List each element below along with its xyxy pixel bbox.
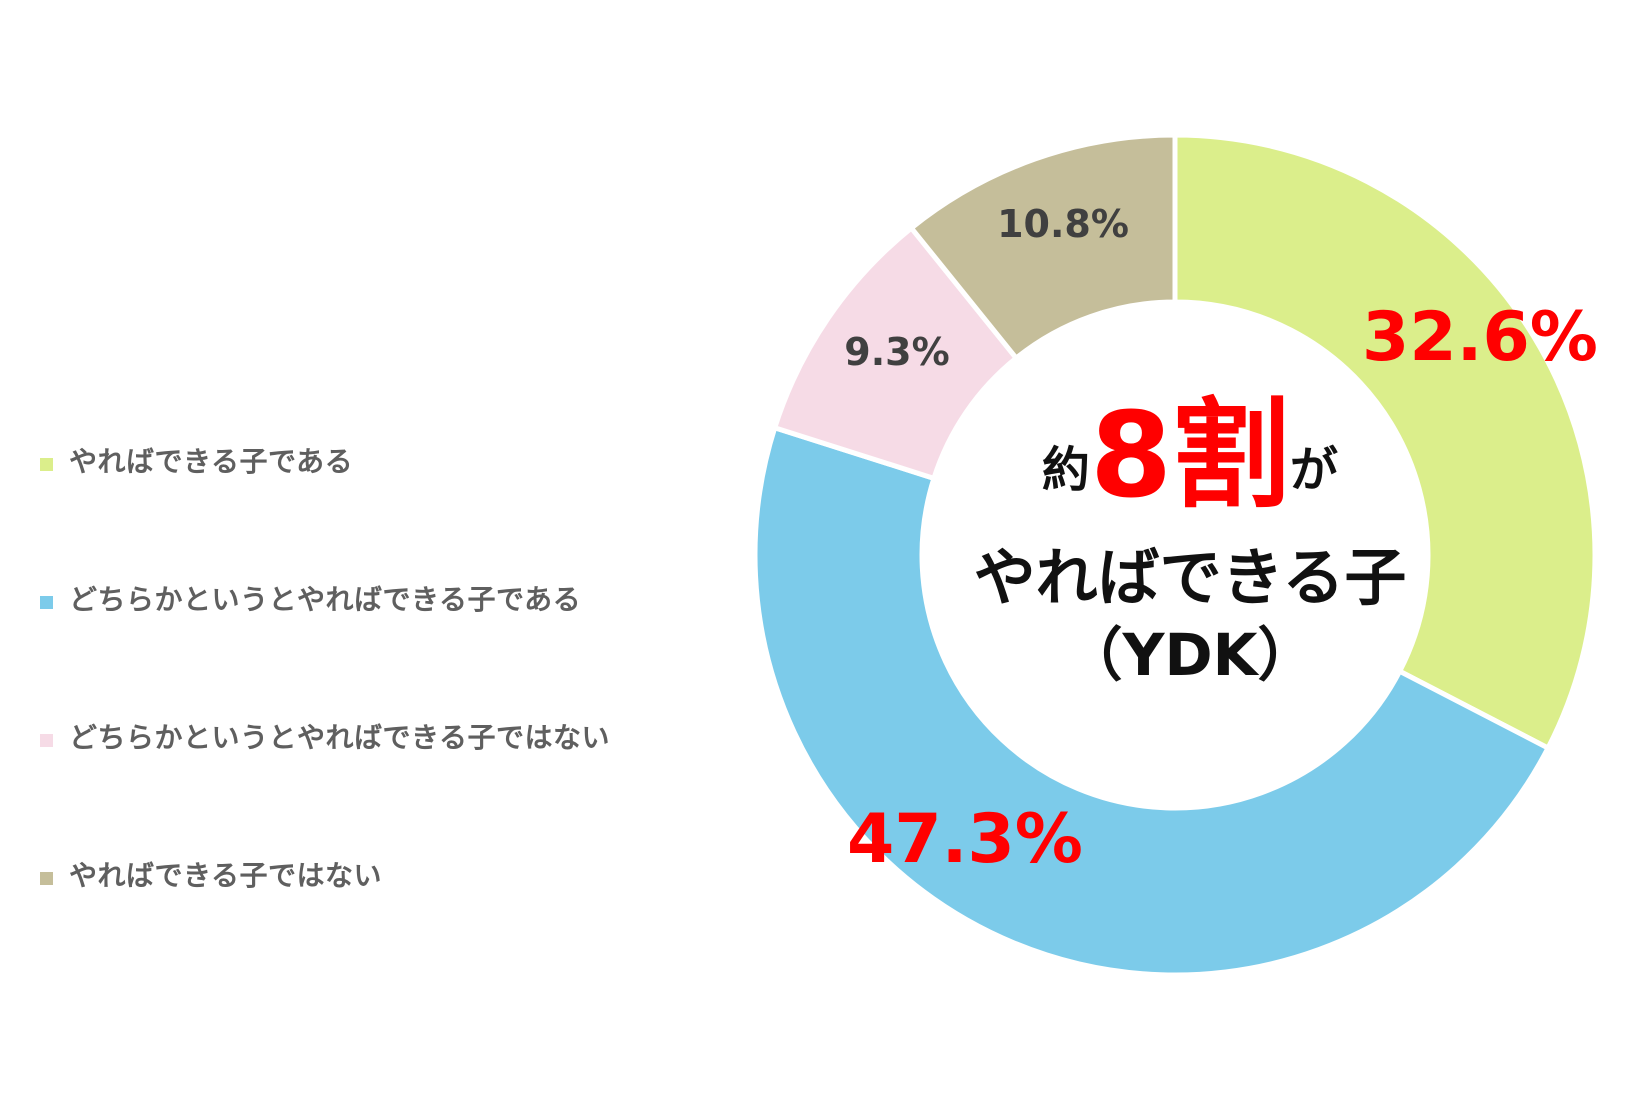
legend-swatch xyxy=(40,595,53,609)
legend-label: どちらかというとやればできる子ではない xyxy=(69,721,610,754)
center-prefix: 約 xyxy=(1041,442,1090,498)
legend-label: やればできる子ではない xyxy=(69,859,382,892)
center-abbreviation: （YDK） xyxy=(1064,621,1316,689)
donut-slice xyxy=(752,424,1552,978)
legend-item: やればできる子ではない xyxy=(40,854,382,894)
legend-swatch xyxy=(40,457,53,471)
legend-label: どちらかというとやればできる子である xyxy=(69,583,582,616)
center-headline: 約8割が xyxy=(910,395,1470,530)
slice-value-label: 47.3% xyxy=(847,800,1083,879)
slice-value-label: 10.8% xyxy=(997,202,1129,246)
donut-slice xyxy=(907,132,1178,362)
slice-value-label: 9.3% xyxy=(844,330,949,374)
legend-swatch xyxy=(40,871,53,885)
slice-value-label: 32.6% xyxy=(1362,298,1598,377)
legend-item: やればできる子である xyxy=(40,440,353,480)
center-subtitle: やればできる子 xyxy=(973,541,1407,614)
center-highlight: 8割 xyxy=(1089,386,1291,524)
center-suffix: が xyxy=(1290,442,1339,498)
legend-label: やればできる子である xyxy=(69,445,354,478)
legend-item: どちらかというとやればできる子ではない xyxy=(40,716,610,756)
legend-item: どちらかというとやればできる子である xyxy=(40,578,581,618)
legend-swatch xyxy=(40,733,53,747)
donut-slice xyxy=(1172,132,1598,752)
